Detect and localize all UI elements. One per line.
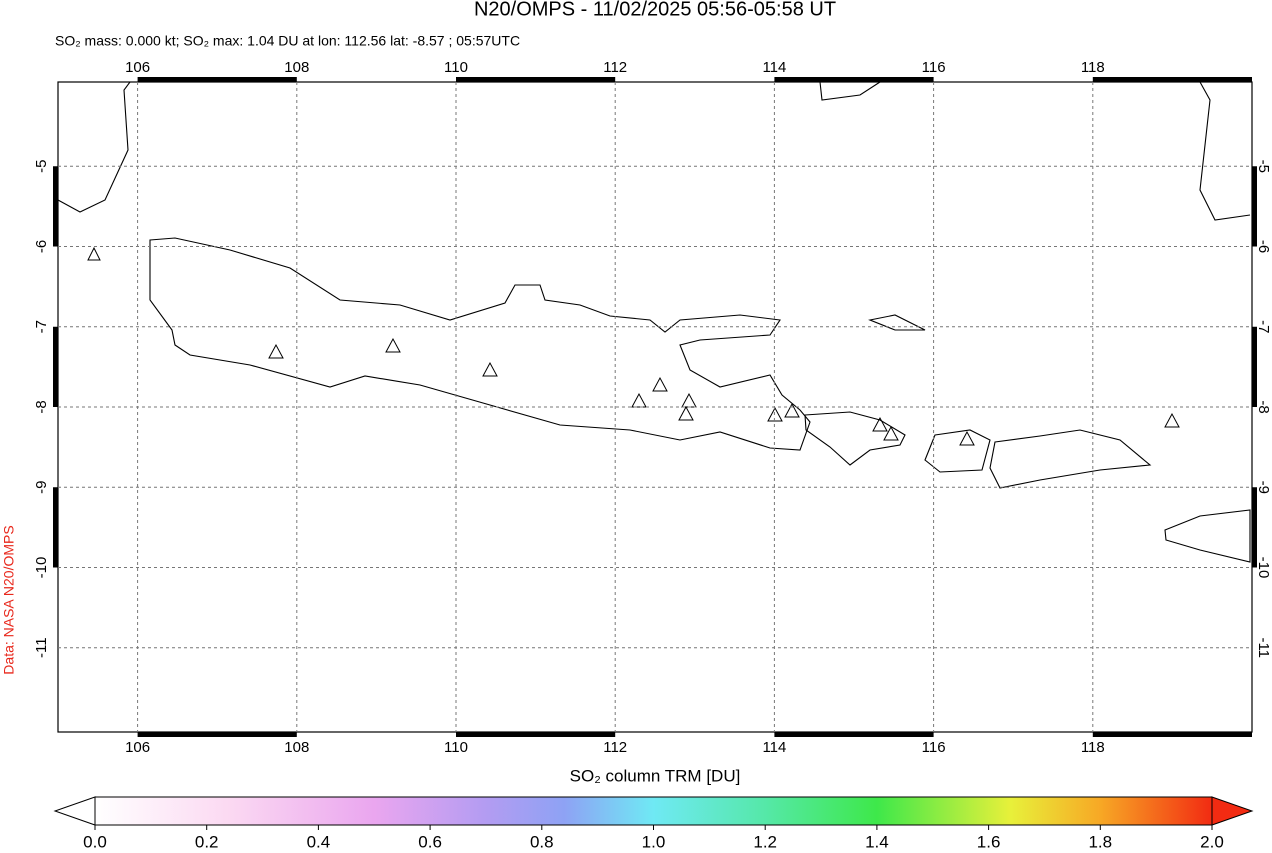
y-tick-label: -7	[1255, 320, 1272, 333]
x-tick-label: 118	[1081, 59, 1105, 76]
colorbar-tick-label: 0.4	[307, 832, 331, 851]
frame-bar	[53, 166, 58, 247]
x-tick-label: 114	[762, 59, 786, 76]
x-tick-label: 114	[762, 739, 786, 756]
frame-bar	[137, 732, 297, 737]
subtitle: SO₂ mass: 0.000 kt; SO₂ max: 1.04 DU at …	[55, 33, 520, 49]
y-tick-label: -9	[1255, 481, 1272, 494]
colorbar-max-arrow	[1211, 796, 1254, 826]
frame-bar	[1252, 487, 1257, 568]
colorbar-tick-label: 1.2	[753, 832, 777, 851]
x-tick-label: 112	[603, 739, 627, 756]
y-tick-label: -5	[1255, 160, 1272, 173]
y-tick-label: -8	[33, 400, 50, 413]
frame-bar	[1252, 166, 1257, 247]
frame-bar	[1092, 732, 1252, 737]
colorbar-tick-label: 2.0	[1200, 832, 1224, 851]
colorbar-tick-label: 1.6	[977, 832, 1001, 851]
colorbar-min-arrow	[53, 796, 96, 826]
frame-bar	[1252, 326, 1257, 407]
frame-bar	[53, 326, 58, 407]
y-tick-label: -10	[33, 557, 50, 579]
frame-bar	[137, 77, 297, 82]
colorbar-tick-label: 1.4	[865, 832, 889, 851]
colorbar-tick-label: 0.2	[195, 832, 219, 851]
frame-bar	[774, 732, 934, 737]
x-tick-label: 106	[125, 59, 150, 76]
x-tick-label: 112	[603, 59, 627, 76]
coastlines	[57, 81, 1251, 563]
x-tick-label: 110	[444, 739, 468, 756]
frame-bar	[774, 77, 934, 82]
frame-bar	[1092, 77, 1252, 82]
x-tick-label: 118	[1081, 739, 1105, 756]
colorbar-tick-label: 1.0	[642, 832, 666, 851]
x-tick-label: 108	[284, 739, 309, 756]
frame-bar	[53, 487, 58, 568]
title: N20/OMPS - 11/02/2025 05:56-05:58 UT	[474, 0, 836, 20]
volcanoes	[87, 246, 1180, 446]
x-tick-label: 108	[284, 59, 309, 76]
y-tick-label: -6	[33, 240, 50, 253]
x-tick-label: 110	[444, 59, 468, 76]
x-tick-label: 106	[125, 739, 150, 756]
colorbar-tick-label: 1.8	[1088, 832, 1112, 851]
y-tick-label: -6	[1255, 240, 1272, 253]
credit: Data: NASA N20/OMPS	[1, 525, 17, 674]
y-tick-label: -10	[1255, 557, 1272, 579]
frame-bar	[456, 77, 616, 82]
colorbar-tick-label: 0.0	[83, 832, 107, 851]
y-tick-label: -7	[33, 320, 50, 333]
x-tick-label: 116	[922, 59, 946, 76]
y-tick-label: -8	[1255, 400, 1272, 413]
colorbar-tick-label: 0.8	[530, 832, 554, 851]
colorbar	[94, 796, 1213, 826]
y-tick-label: -11	[33, 637, 50, 658]
y-tick-label: -5	[33, 160, 50, 173]
frame-bar	[456, 732, 616, 737]
y-tick-label: -11	[1255, 637, 1272, 658]
x-tick-label: 116	[922, 739, 946, 756]
colorbar-label: SO₂ column TRM [DU]	[570, 766, 741, 785]
y-tick-label: -9	[33, 481, 50, 494]
colorbar-tick-label: 0.6	[418, 832, 442, 851]
